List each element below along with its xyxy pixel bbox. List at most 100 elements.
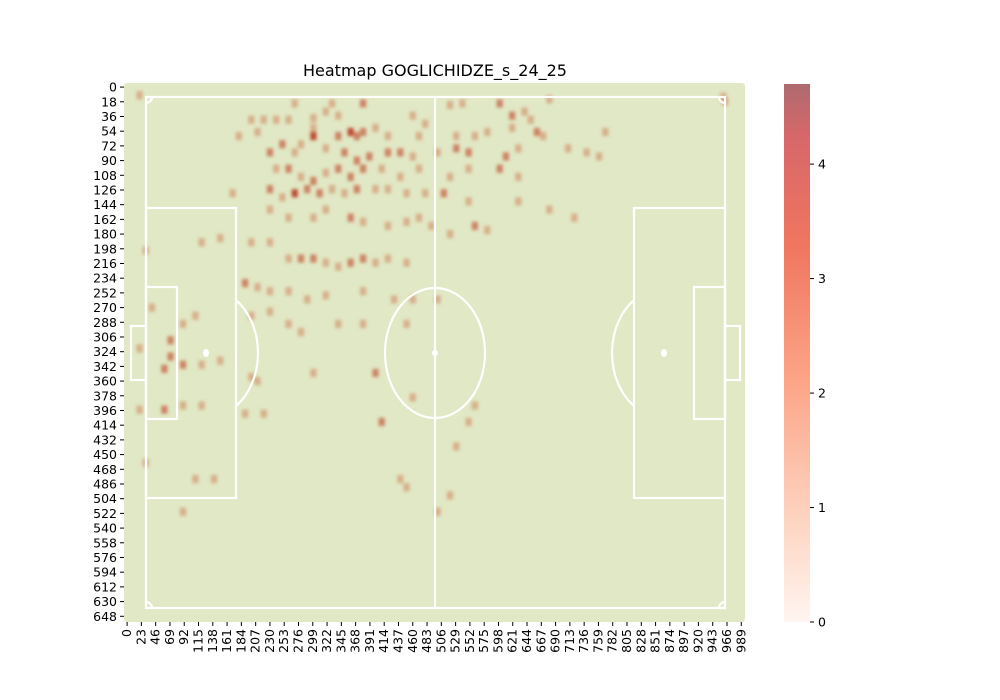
left-penalty-arc <box>235 299 260 407</box>
heat-cell <box>403 258 410 267</box>
y-tick-label: 324 <box>93 344 117 359</box>
heat-cell <box>248 238 255 247</box>
y-tick-label: 252 <box>93 285 117 300</box>
heat-cell <box>409 111 416 120</box>
heat-cell <box>248 311 255 320</box>
heat-cell <box>440 189 447 198</box>
heat-cell <box>322 291 329 300</box>
colorbar-tick-label: 2 <box>818 386 826 401</box>
heat-cell <box>273 115 280 124</box>
x-tick-label: 0 <box>119 629 134 637</box>
heat-cell <box>509 111 516 120</box>
x-tick-label: 414 <box>376 629 391 653</box>
y-tick-label: 576 <box>93 550 117 565</box>
y-tick-label: 630 <box>93 594 117 609</box>
heat-cell <box>384 185 392 194</box>
heat-cell <box>136 91 143 100</box>
y-tick-label: 342 <box>93 359 117 374</box>
y-tick-label: 594 <box>93 565 117 580</box>
heat-cell <box>415 132 423 141</box>
heat-cell <box>359 319 367 328</box>
y-tick-label: 234 <box>93 271 117 286</box>
x-tick-label: 23 <box>133 629 148 645</box>
heat-cell <box>291 148 298 157</box>
heat-cell <box>378 164 385 173</box>
y-tick-label: 72 <box>101 138 117 153</box>
heat-cell <box>471 221 478 230</box>
heat-cell <box>372 123 379 132</box>
heat-cell <box>179 507 187 516</box>
heat-cell <box>322 144 329 153</box>
heat-cell <box>509 123 516 132</box>
heat-cell <box>310 254 317 263</box>
y-tick-label: 450 <box>93 447 117 462</box>
x-tick-label: 437 <box>390 629 405 653</box>
heat-cell <box>540 132 547 141</box>
x-tick-label: 759 <box>590 629 605 653</box>
heat-cell <box>285 319 292 328</box>
left-goal <box>129 324 148 382</box>
heat-cell <box>347 258 354 267</box>
heat-cell <box>266 287 274 296</box>
right-goal <box>723 324 742 382</box>
x-tick-label: 851 <box>648 629 663 653</box>
x-tick-label: 644 <box>519 629 534 653</box>
heat-cell <box>335 262 342 271</box>
heat-cell <box>310 176 317 186</box>
heat-cell <box>179 319 187 328</box>
heat-cell <box>422 119 429 128</box>
corner-arc <box>717 96 726 105</box>
heat-cell <box>167 336 174 345</box>
heat-cell <box>322 107 329 116</box>
heat-cell <box>397 148 404 157</box>
heat-cell <box>322 205 329 214</box>
heat-cell <box>335 164 342 173</box>
heat-cell <box>335 319 342 328</box>
y-tick-label: 108 <box>93 168 117 183</box>
y-tick-label: 414 <box>93 418 117 433</box>
heat-cell <box>471 132 478 141</box>
x-tick-label: 138 <box>205 629 220 653</box>
heat-cell <box>192 475 199 484</box>
y-tick-label: 144 <box>93 197 117 212</box>
left-penalty-spot <box>203 349 209 357</box>
heat-cell <box>248 115 255 124</box>
heat-cell <box>446 172 454 181</box>
x-tick-label: 460 <box>405 629 420 653</box>
heat-cell <box>291 99 298 108</box>
heat-cell <box>453 144 460 153</box>
corner-arc <box>145 600 154 609</box>
heat-cell <box>465 164 472 173</box>
right-penalty-spot <box>661 349 667 357</box>
x-tick-label: 713 <box>562 629 577 653</box>
heat-cell <box>428 221 435 230</box>
heat-cell <box>310 368 317 377</box>
heat-cell <box>515 144 522 153</box>
colorbar-tick-label: 3 <box>818 271 826 286</box>
heat-cell <box>347 213 354 222</box>
heat-cell <box>403 217 410 226</box>
x-tick-label: 943 <box>705 629 720 653</box>
heat-cell <box>291 189 298 198</box>
heat-cell <box>465 197 472 206</box>
heat-cell <box>496 164 503 173</box>
heat-cell <box>484 225 491 235</box>
heat-cell <box>434 507 441 516</box>
heat-cell <box>403 189 410 198</box>
y-tick-label: 648 <box>93 609 117 624</box>
heat-cell <box>285 164 292 173</box>
heat-cell <box>273 164 280 173</box>
x-tick-label: 92 <box>176 629 191 645</box>
heat-cell <box>347 127 354 137</box>
heat-cell <box>564 144 572 153</box>
heat-cell <box>198 360 205 369</box>
heat-cell <box>266 238 274 247</box>
heat-cell <box>297 172 305 181</box>
heat-cell <box>372 185 379 194</box>
heat-cell <box>285 213 292 222</box>
heat-cell <box>409 393 416 402</box>
heat-cell <box>527 115 534 124</box>
y-tick-label: 180 <box>93 227 117 242</box>
heat-cell <box>403 483 410 492</box>
heat-cell <box>521 107 528 116</box>
